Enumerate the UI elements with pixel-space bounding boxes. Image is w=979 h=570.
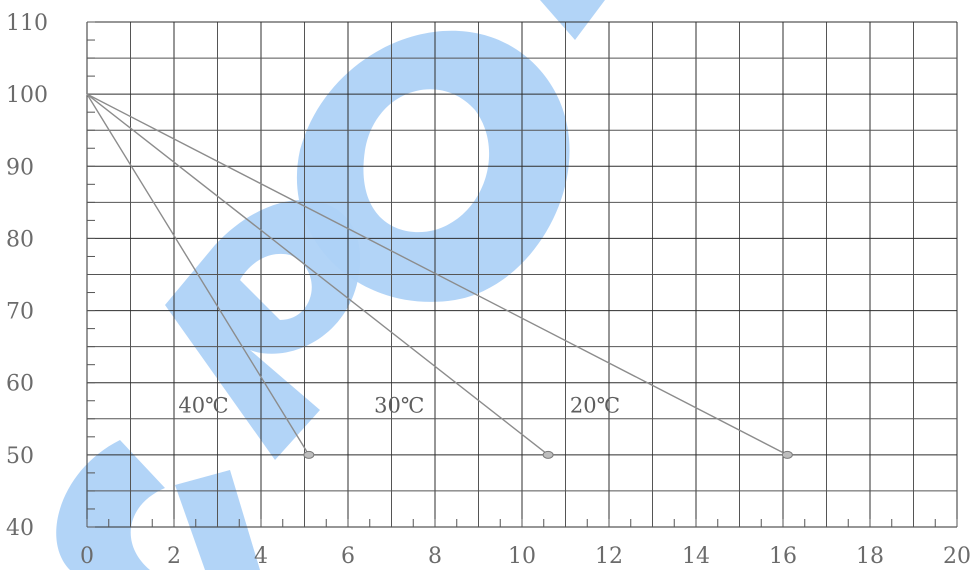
curve-label: 20℃ <box>570 393 620 417</box>
tick-labels: 0 2 4 6 8 10 12 14 16 18 20 110 100 90 80 70 60 50 40 <box>6 11 971 569</box>
y-tick-label: 110 <box>6 11 48 36</box>
series-line-0 <box>86 93 310 456</box>
x-tick-label: 2 <box>167 544 181 569</box>
x-tick-label: 16 <box>769 544 797 569</box>
grid <box>86 21 958 528</box>
series-end-point-2 <box>781 450 793 459</box>
x-tick-label: 12 <box>595 544 623 569</box>
series-end-point-0 <box>303 450 315 459</box>
y-tick-label: 50 <box>6 444 34 469</box>
series-line-2 <box>86 93 788 456</box>
y-tick-label: 40 <box>6 516 34 541</box>
x-tick-label: 10 <box>508 544 536 569</box>
watermark-o-glyph <box>296 30 570 302</box>
series-end-point-1 <box>542 450 554 459</box>
x-tick-label: 14 <box>682 544 710 569</box>
x-tick-label: 0 <box>80 544 94 569</box>
y-tick-label: 60 <box>6 372 34 397</box>
watermark-p-glyph <box>165 199 361 460</box>
watermark-c-glyph <box>56 440 165 570</box>
watermark-l-glyph <box>540 0 605 40</box>
y-tick-label: 80 <box>6 227 34 252</box>
x-tick-label: 18 <box>856 544 884 569</box>
x-tick-label: 20 <box>943 544 971 569</box>
watermark <box>56 0 605 570</box>
y-tick-label: 100 <box>6 83 48 108</box>
series-line-1 <box>86 93 549 456</box>
curve-label: 30℃ <box>374 393 424 417</box>
x-tick-label: 8 <box>428 544 442 569</box>
x-tick-label: 4 <box>254 544 268 569</box>
x-tick-label: 6 <box>341 544 355 569</box>
series-layer <box>86 93 793 459</box>
curve-label: 40℃ <box>178 393 228 417</box>
y-tick-label: 70 <box>6 300 34 325</box>
y-tick-label: 90 <box>6 155 34 180</box>
curve-labels: 40℃ 30℃ 20℃ <box>178 393 620 417</box>
